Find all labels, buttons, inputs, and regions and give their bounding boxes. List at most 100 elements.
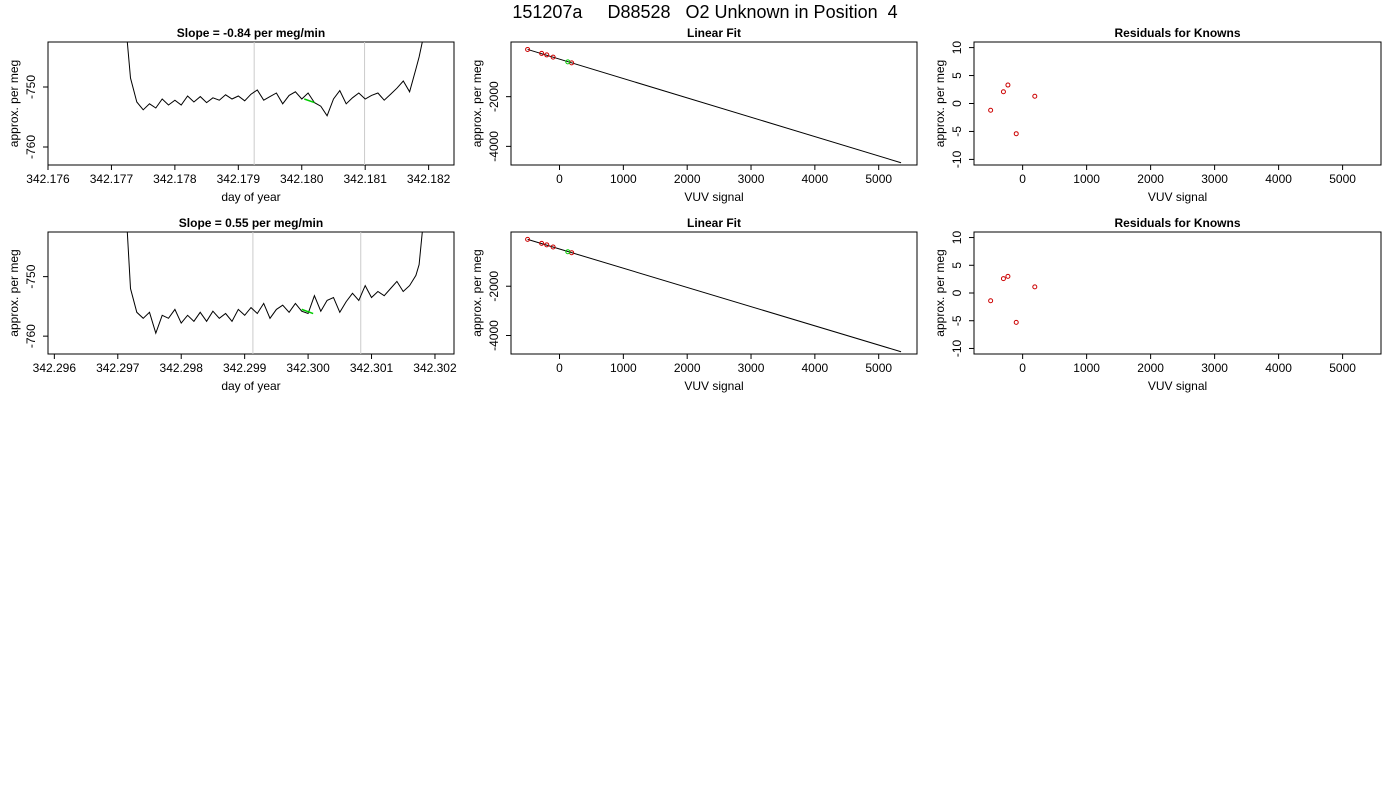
x-tick-label: 1000 [1073, 172, 1100, 186]
x-axis-label: day of year [221, 379, 280, 393]
known-point [550, 244, 556, 250]
y-tick-label: -750 [24, 264, 38, 288]
x-tick-label: 4000 [1265, 172, 1292, 186]
x-axis-label: VUV signal [684, 379, 743, 393]
y-tick-label: -10 [950, 150, 964, 168]
x-tick-label: 5000 [865, 172, 892, 186]
y-tick-label: -2000 [487, 271, 501, 302]
x-tick-label: 0 [556, 361, 563, 375]
x-tick-label: 0 [1019, 172, 1026, 186]
chart-title: Residuals for Knowns [1114, 26, 1240, 40]
x-tick-label: 3000 [1201, 172, 1228, 186]
plot-area [525, 236, 902, 353]
x-tick-label: 342.301 [350, 361, 394, 375]
y-tick-label: -760 [24, 135, 38, 159]
x-tick-label: 342.181 [343, 172, 387, 186]
plot-frame [47, 41, 455, 166]
y-tick-label: -750 [24, 75, 38, 99]
x-tick-label: 4000 [1265, 361, 1292, 375]
y-tick-label: 0 [950, 100, 964, 107]
x-tick-label: 342.302 [413, 361, 457, 375]
x-tick-label: 1000 [1073, 361, 1100, 375]
y-tick-label: 0 [950, 289, 964, 296]
plot-area [988, 82, 1038, 137]
x-tick-label: 1000 [610, 172, 637, 186]
known-point [525, 46, 531, 52]
plot-frame [510, 41, 918, 166]
x-tick-label: 0 [556, 172, 563, 186]
y-tick-label: -760 [24, 324, 38, 348]
chart-fit1: Linear Fit 0 1000 2000 3000 4000 5000 VUV signa… [470, 26, 918, 204]
fit-line [527, 48, 902, 164]
x-axis-label: VUV signal [684, 190, 743, 204]
plot-area [525, 46, 902, 164]
x-tick-label: 0 [1019, 361, 1026, 375]
chart-title: Linear Fit [687, 26, 741, 40]
page-title: 151207a D88528 O2 Unknown in Position 4 [512, 2, 898, 22]
plot-frame [510, 231, 918, 355]
y-axis-label: approx. per meg [7, 60, 21, 147]
x-tick-label: 5000 [1329, 172, 1356, 186]
chart-title: Residuals for Knowns [1114, 216, 1240, 230]
unknown-point [565, 249, 571, 255]
y-axis-label: approx. per meg [933, 249, 947, 336]
y-tick-label: 10 [950, 231, 964, 245]
x-tick-label: 2000 [1137, 361, 1164, 375]
x-axis-label: day of year [221, 190, 280, 204]
x-tick-label: 342.180 [280, 172, 324, 186]
x-tick-label: 342.297 [96, 361, 140, 375]
x-tick-label: 4000 [802, 172, 829, 186]
known-point [544, 52, 550, 58]
x-tick-label: 3000 [738, 172, 765, 186]
y-axis-label: approx. per meg [470, 249, 484, 336]
x-tick-label: 2000 [1137, 172, 1164, 186]
residual-point [1013, 131, 1019, 137]
plot-area [126, 42, 423, 165]
y-axis-label: approx. per meg [933, 60, 947, 147]
residual-point [1032, 284, 1038, 290]
x-tick-label: 342.176 [26, 172, 70, 186]
known-point [550, 54, 556, 60]
x-tick-label: 2000 [674, 172, 701, 186]
x-tick-label: 3000 [738, 361, 765, 375]
x-tick-label: 342.300 [286, 361, 330, 375]
y-tick-label: 5 [950, 72, 964, 79]
y-tick-label: -2000 [487, 81, 501, 112]
chart-title: Slope = 0.55 per meg/min [179, 216, 323, 230]
residual-point [1005, 273, 1011, 279]
x-axis-label: VUV signal [1148, 379, 1207, 393]
known-point [525, 236, 531, 242]
y-axis-label: approx. per meg [470, 60, 484, 147]
x-tick-label: 1000 [610, 361, 637, 375]
x-tick-label: 4000 [802, 361, 829, 375]
plot-frame [47, 231, 455, 355]
fit-line [527, 238, 902, 353]
series-line [126, 42, 423, 117]
x-tick-label: 342.299 [223, 361, 267, 375]
y-tick-label: -10 [950, 339, 964, 357]
y-tick-label: -5 [950, 126, 964, 137]
chart-time1: Slope = -0.84 per meg/min 342.176 342.177 3… [7, 26, 455, 204]
residual-point [1000, 89, 1006, 95]
x-tick-label: 342.178 [153, 172, 197, 186]
unknown-point [565, 59, 571, 65]
known-point [539, 240, 545, 246]
x-tick-label: 3000 [1201, 361, 1228, 375]
plot-frame [973, 231, 1382, 355]
chart-title: Linear Fit [687, 216, 741, 230]
y-axis-label: approx. per meg [7, 249, 21, 336]
unknown-segment [301, 308, 314, 315]
chart-fit2: Linear Fit 0 1000 2000 3000 4000 5000 VUV signa… [470, 216, 918, 393]
chart-time2: Slope = 0.55 per meg/min 342.296 342.297 34… [7, 216, 457, 393]
x-tick-label: 342.182 [407, 172, 451, 186]
plot-area [988, 273, 1038, 325]
x-tick-label: 342.177 [90, 172, 134, 186]
x-tick-label: 342.179 [217, 172, 261, 186]
known-point [539, 50, 545, 56]
y-tick-label: 10 [950, 41, 964, 55]
residual-point [988, 298, 994, 304]
y-tick-label: -4000 [487, 131, 501, 162]
chart-res1: Residuals for Knowns 0 1000 2000 3000 4000 500… [933, 26, 1382, 204]
x-tick-label: 342.298 [160, 361, 204, 375]
